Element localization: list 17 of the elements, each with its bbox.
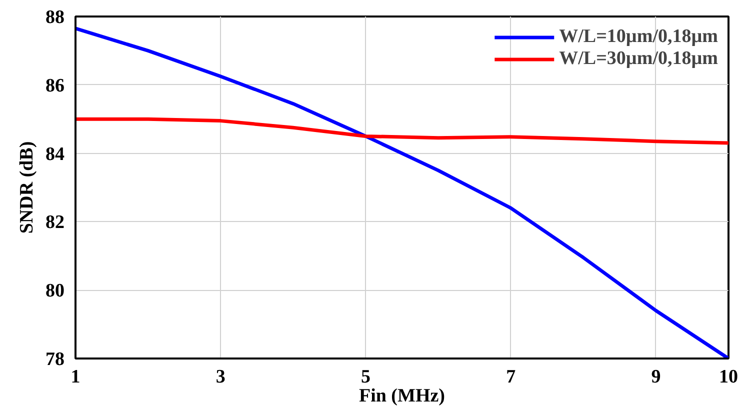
x-tick-label: 5 (360, 366, 370, 388)
y-tick-label: 84 (46, 144, 65, 165)
x-tick-label: 7 (506, 366, 516, 388)
x-tick-label: 3 (216, 366, 226, 388)
y-tick-label: 86 (46, 75, 64, 96)
x-tick-label: 10 (719, 366, 738, 388)
y-tick-label: 88 (46, 7, 64, 28)
y-axis-title: SNDR (dB) (16, 141, 38, 234)
y-tick-label: 80 (46, 280, 64, 302)
y-tick-label: 78 (46, 349, 64, 370)
x-tick-label: 1 (70, 366, 80, 388)
legend-label: W/L=30µm/0,18µm (559, 48, 718, 70)
y-tick-label: 82 (46, 212, 64, 234)
line-series (76, 117, 728, 145)
x-tick-label: 9 (651, 366, 661, 388)
x-axis-title: Fin (MHz) (359, 386, 446, 406)
legend-label: W/L=10µm/0,18µm (559, 26, 718, 48)
